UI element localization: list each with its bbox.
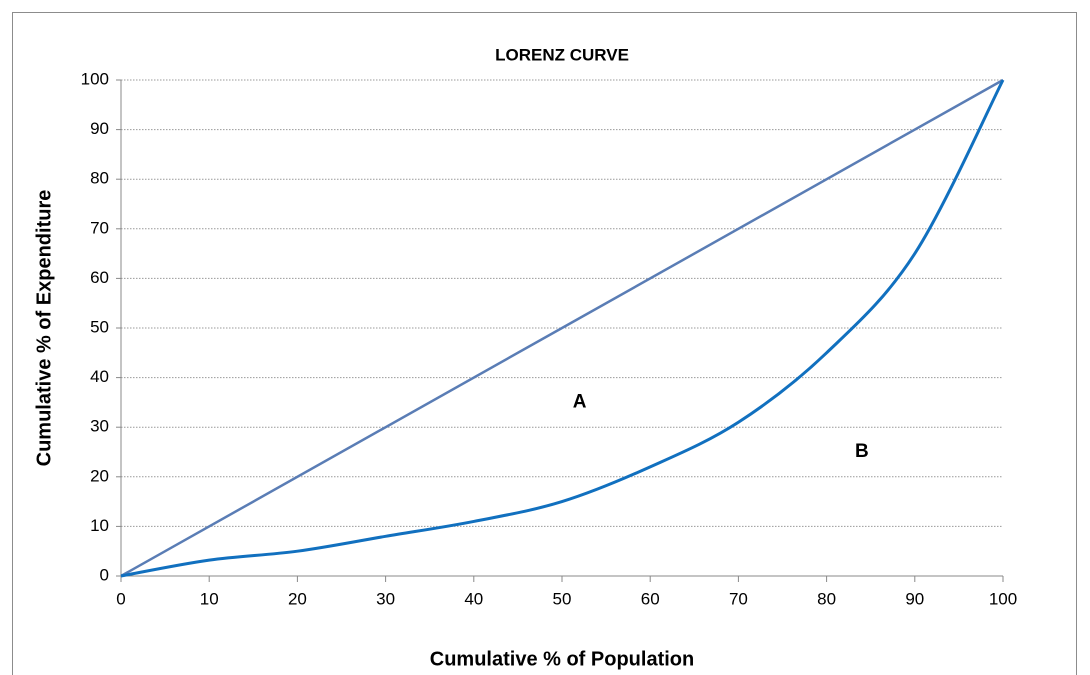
y-tick-label: 10 xyxy=(90,516,109,535)
x-axis-title: Cumulative % of Population xyxy=(430,648,694,670)
x-tick-label: 50 xyxy=(553,589,572,608)
x-tick-label: 90 xyxy=(905,589,924,608)
annotation: B xyxy=(855,441,869,462)
x-tick-label: 40 xyxy=(464,589,483,608)
y-tick-label: 40 xyxy=(90,367,109,386)
y-tick-label: 80 xyxy=(90,169,109,188)
y-tick-label: 60 xyxy=(90,268,109,287)
x-tick-label: 70 xyxy=(729,589,748,608)
chart-title: LORENZ CURVE xyxy=(495,45,629,64)
y-tick-label: 50 xyxy=(90,317,109,336)
y-tick-label: 30 xyxy=(90,417,109,436)
x-tick-label: 30 xyxy=(376,589,395,608)
x-tick-label: 10 xyxy=(200,589,219,608)
x-tick-label: 80 xyxy=(817,589,836,608)
y-tick-label: 100 xyxy=(81,69,109,88)
series-line xyxy=(120,78,1004,578)
y-axis-title: Cumulative % of Expenditure xyxy=(33,190,55,467)
x-tick-label: 100 xyxy=(989,589,1017,608)
series-line xyxy=(120,79,1005,578)
y-tick-label: 90 xyxy=(90,119,109,138)
x-tick-label: 60 xyxy=(641,589,660,608)
y-tick-label: 0 xyxy=(100,565,109,584)
x-tick-label: 0 xyxy=(116,589,125,608)
y-tick-label: 20 xyxy=(90,466,109,485)
annotation: A xyxy=(573,391,587,412)
y-tick-label: 70 xyxy=(90,218,109,237)
x-tick-label: 20 xyxy=(288,589,307,608)
